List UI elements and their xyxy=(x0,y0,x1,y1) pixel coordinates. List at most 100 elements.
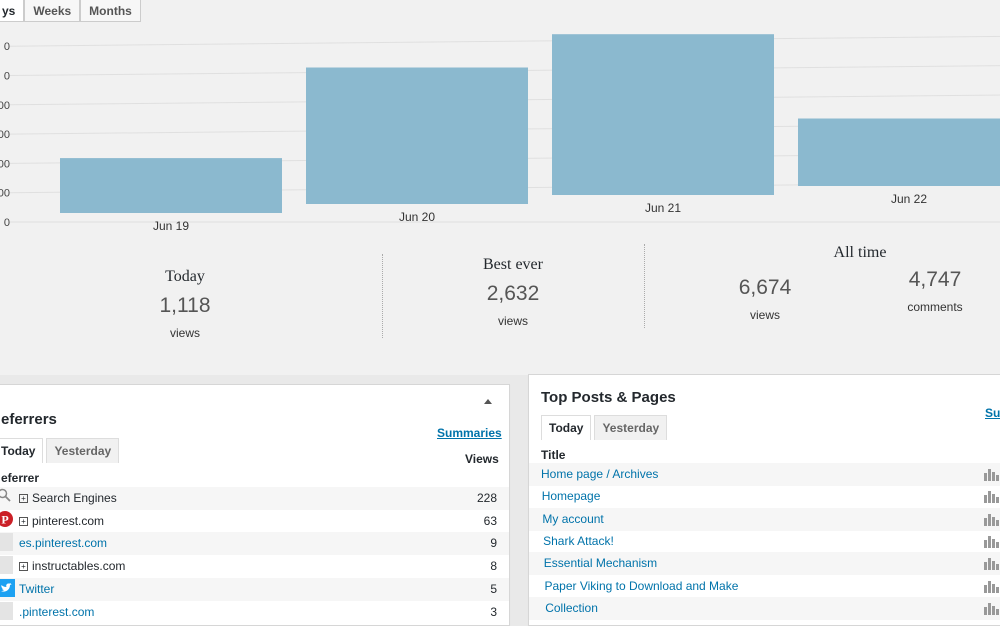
table-row[interactable]: Shark Attack! xyxy=(529,530,1000,553)
stats-chart-icon[interactable] xyxy=(983,578,999,593)
views-count: 8 xyxy=(490,559,497,574)
title-column-header: Title xyxy=(541,448,566,462)
table-row[interactable]: P + pinterest.com 63 xyxy=(0,510,509,533)
blank-favicon xyxy=(0,556,13,575)
y-tick-label: 00 xyxy=(0,129,10,141)
referrer-name[interactable]: Twitter xyxy=(19,582,54,596)
referrer-name: + instructables.com xyxy=(19,559,125,573)
chart-bar[interactable] xyxy=(306,67,528,205)
table-row[interactable]: Homepage xyxy=(529,485,1000,508)
summary-all-time-comments-value: 4,747 xyxy=(908,268,962,291)
referrer-label: pinterest.com xyxy=(32,513,105,528)
summary-all-time-views-value: 6,674 xyxy=(738,276,792,299)
summary-all-time-comments-unit: comments xyxy=(907,300,963,314)
views-count: 5 xyxy=(490,581,497,596)
post-title-link[interactable]: Homepage xyxy=(541,489,601,504)
table-row[interactable]: Paper Viking to Download and Make xyxy=(529,575,1000,598)
y-tick-label: 0 xyxy=(4,41,10,53)
summary-divider xyxy=(382,254,383,338)
svg-text:P: P xyxy=(1,512,8,526)
referrer-link[interactable]: es.pinterest.com xyxy=(19,536,108,551)
tab-today[interactable]: Today xyxy=(541,415,592,440)
tab-weeks[interactable]: Weeks xyxy=(24,0,81,22)
referrer-link[interactable]: .pinterest.com xyxy=(19,604,95,619)
x-tick-label: Jun 19 xyxy=(153,219,189,233)
stats-chart-icon[interactable] xyxy=(983,466,999,481)
tab-yesterday[interactable]: Yesterday xyxy=(594,415,668,440)
views-count: 9 xyxy=(490,536,497,551)
twitter-icon xyxy=(0,578,15,597)
stats-chart-icon[interactable] xyxy=(983,555,999,571)
chart-bar[interactable] xyxy=(798,118,1000,187)
tab-months[interactable]: Months xyxy=(80,0,141,22)
table-row[interactable]: + instructables.com 8 xyxy=(0,555,509,578)
referrer-link[interactable]: Twitter xyxy=(19,581,55,596)
summary-all-time: All time 6,674 views 4,747 comments xyxy=(720,244,1000,322)
post-title-link[interactable]: Collection xyxy=(545,600,598,615)
collapse-arrow-icon[interactable] xyxy=(483,397,493,405)
post-title-link[interactable]: My account xyxy=(542,511,604,526)
top-posts-title: Top Posts & Pages xyxy=(541,389,676,406)
summary-best-unit: views xyxy=(497,314,528,328)
tab-today[interactable]: Today xyxy=(0,438,44,463)
expand-icon[interactable]: + xyxy=(19,517,28,527)
summary-today-heading: Today xyxy=(165,268,205,285)
top-posts-tabs: Today Yesterday xyxy=(541,415,670,440)
table-row[interactable]: Collection xyxy=(529,596,1000,620)
referrer-name: + pinterest.com xyxy=(19,514,104,528)
summary-row: Today 1,118 views Best ever 2,632 views … xyxy=(0,240,1000,340)
stats-chart-icon[interactable] xyxy=(983,600,999,615)
tab-yesterday[interactable]: Yesterday xyxy=(46,438,120,463)
y-tick-label: 00 xyxy=(0,188,10,200)
tab-days[interactable]: ys xyxy=(0,0,25,22)
top-posts-card: Top Posts & Pages Today Yesterday Su Tit… xyxy=(528,374,1000,626)
summary-all-time-heading: All time xyxy=(833,244,887,261)
stats-chart-icon[interactable] xyxy=(983,488,999,504)
gridline xyxy=(9,35,1000,47)
table-row[interactable]: es.pinterest.com 9 xyxy=(0,532,509,556)
blank-favicon xyxy=(0,533,13,552)
period-tabs: ys Weeks Months xyxy=(0,0,141,22)
y-tick-label: 0 xyxy=(4,217,10,229)
y-tick-label: 0 xyxy=(4,71,10,83)
stats-panel: ys Weeks Months 0 00 00 00 00 0 0 Jun 19 Jun 20 J… xyxy=(0,0,1000,340)
post-title-link[interactable]: Paper Viking to Download and Make xyxy=(544,578,739,593)
pinterest-icon: P xyxy=(0,510,13,529)
referrers-card: eferrers Today Yesterday Summaries eferr… xyxy=(0,384,510,626)
referrer-label: Search Engines xyxy=(32,491,117,505)
views-column-header: Views xyxy=(465,452,499,466)
table-row[interactable]: + Search Engines 228 xyxy=(0,487,509,510)
table-row[interactable]: Twitter 5 xyxy=(0,577,509,601)
table-row[interactable]: My account xyxy=(529,507,1000,531)
chart-bar[interactable] xyxy=(552,34,774,196)
y-tick-label: 00 xyxy=(0,158,10,170)
blank-favicon xyxy=(0,601,13,620)
summary-today-value: 1,118 xyxy=(159,294,211,317)
referrer-column-header: eferrer xyxy=(1,471,40,485)
referrer-label: instructables.com xyxy=(32,559,126,574)
x-tick-label: Jun 20 xyxy=(399,210,435,224)
table-row[interactable]: Home page / Archives xyxy=(529,463,1000,486)
y-tick-label: 00 xyxy=(0,100,10,112)
chart-bar[interactable] xyxy=(60,158,282,213)
expand-icon[interactable]: + xyxy=(19,562,28,572)
referrer-name[interactable]: .pinterest.com xyxy=(19,605,94,619)
stats-chart-icon[interactable] xyxy=(983,533,999,548)
summary-best-heading: Best ever xyxy=(483,256,543,273)
x-tick-label: Jun 22 xyxy=(891,192,927,206)
x-tick-label: Jun 21 xyxy=(645,201,681,215)
views-count: 3 xyxy=(490,604,497,619)
post-title-link[interactable]: Essential Mechanism xyxy=(543,556,658,571)
stats-chart-icon[interactable] xyxy=(983,511,999,526)
table-row[interactable]: .pinterest.com 3 xyxy=(0,601,509,624)
expand-icon[interactable]: + xyxy=(19,494,28,504)
summary-today-unit: views xyxy=(169,326,200,340)
table-row[interactable]: Essential Mechanism xyxy=(529,552,1000,576)
post-title-link[interactable]: Home page / Archives xyxy=(541,467,659,481)
summaries-link[interactable]: Su xyxy=(985,406,1000,420)
summaries-link[interactable]: Summaries xyxy=(437,426,502,440)
referrer-name[interactable]: es.pinterest.com xyxy=(19,536,107,550)
post-title-link[interactable]: Shark Attack! xyxy=(543,533,614,548)
referrer-name: + Search Engines xyxy=(19,491,117,505)
